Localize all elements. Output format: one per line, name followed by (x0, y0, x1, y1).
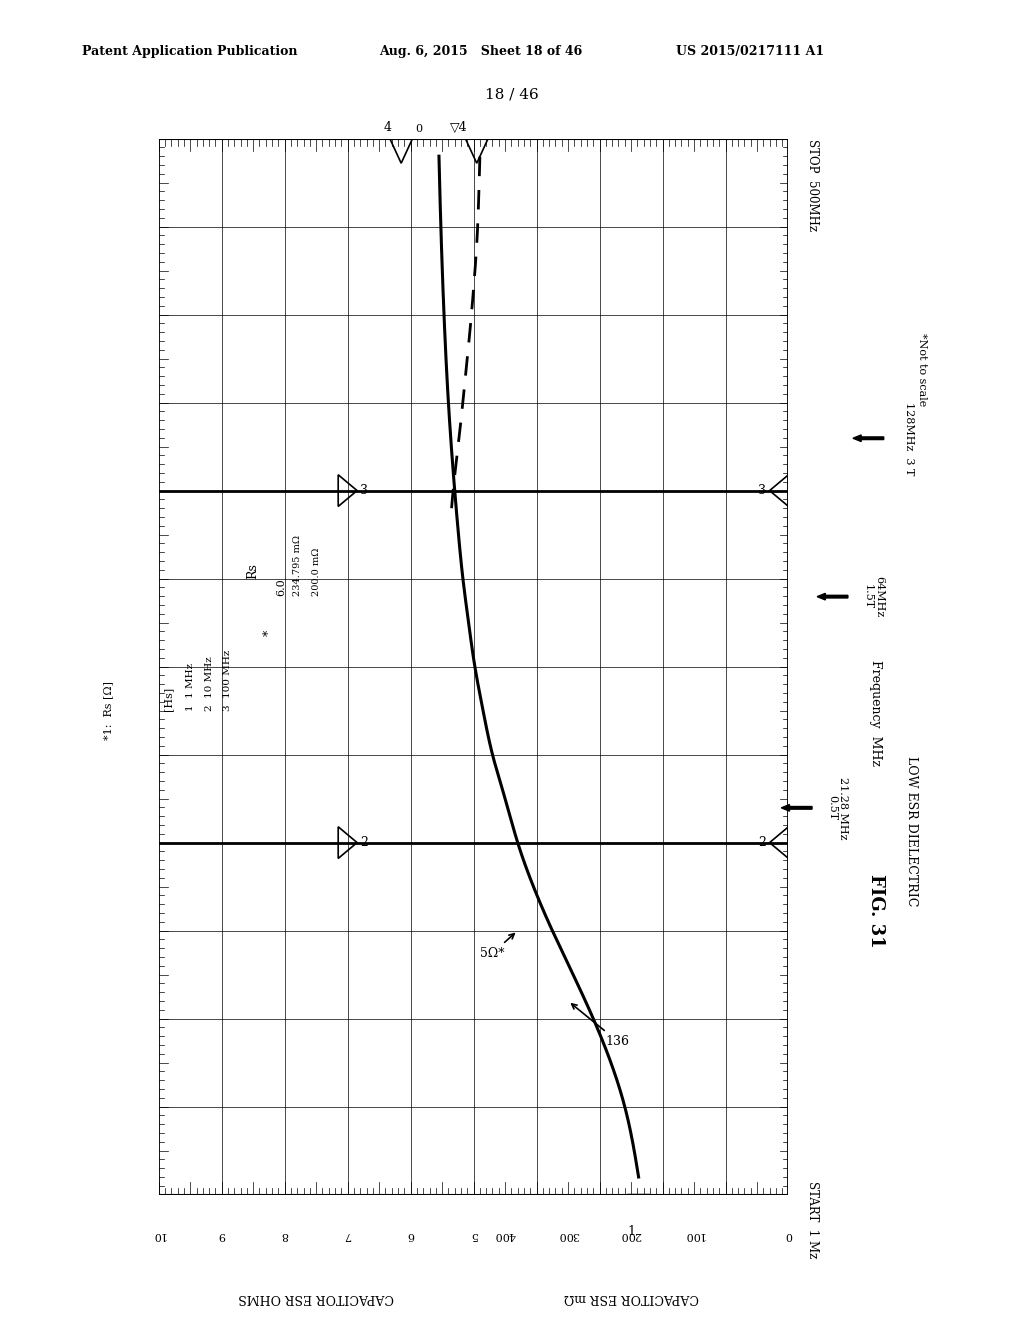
Text: 21.28 MHz
0.5T: 21.28 MHz 0.5T (826, 776, 849, 840)
Text: 200: 200 (621, 1230, 642, 1239)
Text: 18 / 46: 18 / 46 (485, 88, 539, 102)
Text: 1: 1 (627, 1225, 635, 1238)
Text: 5Ω*: 5Ω* (480, 933, 514, 960)
Text: 8: 8 (282, 1230, 288, 1239)
Text: *1:  Rs [Ω]: *1: Rs [Ω] (103, 681, 114, 741)
Text: 3: 3 (759, 484, 766, 498)
Text: 0: 0 (785, 1230, 792, 1239)
Text: 3  100 MHz: 3 100 MHz (223, 649, 232, 710)
Text: 200.0 mΩ: 200.0 mΩ (311, 548, 321, 597)
Text: 2  10 MHz: 2 10 MHz (205, 656, 214, 710)
Text: LOW ESR DIELECTRIC: LOW ESR DIELECTRIC (905, 756, 918, 907)
Text: 7: 7 (344, 1230, 351, 1239)
Text: FIG. 31: FIG. 31 (866, 874, 885, 948)
Text: Aug. 6, 2015   Sheet 18 of 46: Aug. 6, 2015 Sheet 18 of 46 (379, 45, 582, 58)
Text: 2: 2 (759, 836, 766, 849)
Text: *Not to scale: *Not to scale (916, 333, 927, 407)
Text: 0: 0 (415, 124, 422, 135)
Text: *: * (262, 630, 275, 636)
Text: Rs: Rs (247, 562, 260, 578)
Text: STOP  500MHz: STOP 500MHz (806, 139, 818, 231)
Text: 136: 136 (571, 1005, 630, 1048)
Text: CAPACITOR ESR mΩ: CAPACITOR ESR mΩ (563, 1291, 698, 1304)
Text: 3: 3 (360, 484, 369, 498)
Text: 234.795 mΩ: 234.795 mΩ (293, 535, 302, 597)
Text: 1  1 MHz: 1 1 MHz (185, 663, 195, 710)
Text: 2: 2 (360, 836, 368, 849)
Text: ▽4: ▽4 (450, 121, 467, 135)
Text: CAPACITOR ESR OHMS: CAPACITOR ESR OHMS (239, 1291, 394, 1304)
Text: 128MHz  3 T: 128MHz 3 T (904, 401, 914, 475)
Text: US 2015/0217111 A1: US 2015/0217111 A1 (676, 45, 824, 58)
Text: 400: 400 (495, 1230, 516, 1239)
Text: Patent Application Publication: Patent Application Publication (82, 45, 297, 58)
Text: START  1 Mz: START 1 Mz (806, 1181, 818, 1259)
Text: 300: 300 (557, 1230, 579, 1239)
Text: [Hs]: [Hs] (163, 686, 173, 710)
Text: Frequency  MHz: Frequency MHz (869, 660, 882, 766)
Text: 4: 4 (384, 121, 392, 135)
Text: 64MHz
1.5T: 64MHz 1.5T (862, 576, 885, 618)
Text: 10: 10 (152, 1230, 166, 1239)
Text: 5: 5 (470, 1230, 477, 1239)
Text: 100: 100 (683, 1230, 705, 1239)
Text: 9: 9 (218, 1230, 225, 1239)
Text: 6.0: 6.0 (276, 578, 287, 597)
Text: 6: 6 (408, 1230, 414, 1239)
